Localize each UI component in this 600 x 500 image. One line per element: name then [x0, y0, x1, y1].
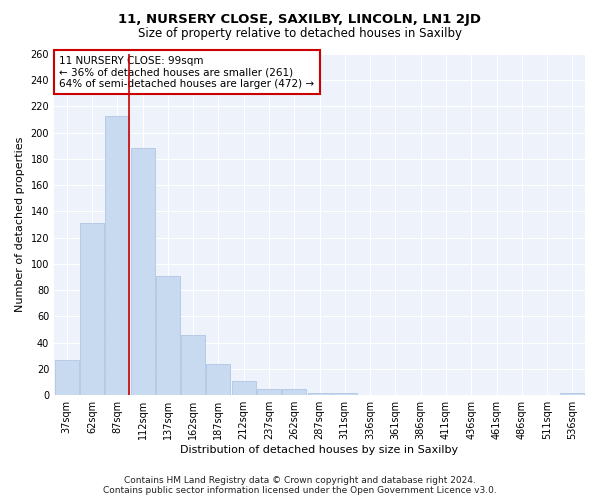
Bar	[206, 364, 230, 395]
Bar	[156, 276, 180, 395]
Bar	[282, 388, 306, 395]
Y-axis label: Number of detached properties: Number of detached properties	[15, 137, 25, 312]
Bar	[232, 381, 256, 395]
Text: Contains HM Land Registry data © Crown copyright and database right 2024.
Contai: Contains HM Land Registry data © Crown c…	[103, 476, 497, 495]
Bar	[181, 335, 205, 395]
Text: Size of property relative to detached houses in Saxilby: Size of property relative to detached ho…	[138, 28, 462, 40]
Bar	[131, 148, 155, 395]
X-axis label: Distribution of detached houses by size in Saxilby: Distribution of detached houses by size …	[181, 445, 458, 455]
Text: 11, NURSERY CLOSE, SAXILBY, LINCOLN, LN1 2JD: 11, NURSERY CLOSE, SAXILBY, LINCOLN, LN1…	[119, 12, 482, 26]
Bar	[105, 116, 129, 395]
Text: 11 NURSERY CLOSE: 99sqm
← 36% of detached houses are smaller (261)
64% of semi-d: 11 NURSERY CLOSE: 99sqm ← 36% of detache…	[59, 56, 314, 89]
Bar	[333, 392, 357, 395]
Bar	[257, 388, 281, 395]
Bar	[80, 224, 104, 395]
Bar	[55, 360, 79, 395]
Bar	[560, 392, 584, 395]
Bar	[308, 392, 332, 395]
